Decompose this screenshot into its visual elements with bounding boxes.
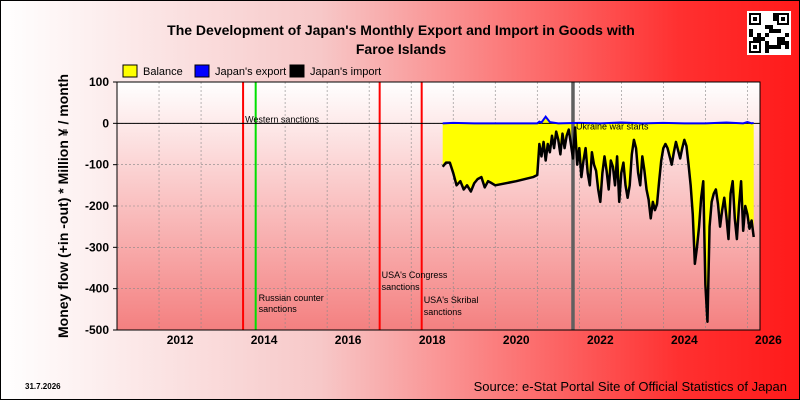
qr-module bbox=[777, 45, 781, 49]
date-stamp: 31.7.2026 bbox=[25, 382, 61, 391]
legend-label: Japan's import bbox=[310, 66, 381, 78]
y-tick-label: -500 bbox=[85, 323, 109, 337]
qr-module bbox=[781, 17, 785, 21]
qr-module bbox=[785, 45, 789, 49]
balance-area bbox=[442, 116, 754, 322]
chart-title: The Development of Japan's Monthly Expor… bbox=[1, 21, 799, 59]
y-tick-label: -300 bbox=[85, 240, 109, 254]
x-tick-label: 2016 bbox=[335, 333, 362, 347]
qr-module bbox=[773, 17, 777, 21]
qr-module bbox=[753, 45, 757, 49]
qr-module bbox=[769, 25, 773, 29]
x-tick-label: 2020 bbox=[503, 333, 530, 347]
event-annotation: USA's Congress bbox=[382, 270, 448, 280]
qr-module bbox=[777, 37, 781, 41]
qr-module bbox=[761, 37, 765, 41]
legend-swatch bbox=[122, 64, 138, 78]
qr-module bbox=[777, 41, 781, 45]
y-tick-label: 0 bbox=[102, 116, 109, 130]
chart-title-line2: Faroe Islands bbox=[355, 41, 447, 57]
qr-module bbox=[773, 45, 777, 49]
y-tick-label: 100 bbox=[89, 75, 109, 89]
qr-module bbox=[765, 25, 769, 29]
qr-module bbox=[781, 41, 785, 45]
x-tick-label: 2026 bbox=[755, 333, 782, 347]
legend-swatch bbox=[289, 64, 305, 78]
qr-module bbox=[765, 33, 769, 37]
qr-module bbox=[785, 33, 789, 37]
x-tick-label: 2024 bbox=[671, 333, 698, 347]
qr-module bbox=[773, 29, 777, 33]
qr-module bbox=[749, 33, 753, 37]
series-line-export bbox=[442, 115, 754, 125]
qr-module bbox=[777, 29, 781, 33]
y-tick-label: -100 bbox=[85, 158, 109, 172]
qr-module bbox=[765, 49, 769, 53]
source-note: Source: e-Stat Portal Site of Official S… bbox=[473, 379, 787, 394]
qr-module bbox=[749, 29, 753, 33]
x-tick-label: 2022 bbox=[587, 333, 614, 347]
event-annotation: sanctions bbox=[382, 282, 421, 292]
qr-code-icon bbox=[747, 11, 791, 55]
event-annotation: sanctions bbox=[259, 304, 298, 314]
qr-module bbox=[769, 45, 773, 49]
qr-module bbox=[781, 37, 785, 41]
event-annotation: Ukraine war starts bbox=[576, 121, 649, 131]
qr-module bbox=[765, 45, 769, 49]
qr-module bbox=[757, 33, 761, 37]
x-tick-label: 2012 bbox=[167, 333, 194, 347]
qr-module bbox=[753, 37, 757, 41]
y-tick-label: -200 bbox=[85, 199, 109, 213]
legend-swatch bbox=[194, 64, 210, 78]
y-tick-label: -400 bbox=[85, 282, 109, 296]
x-tick-label: 2014 bbox=[251, 333, 278, 347]
chart-title-line1: The Development of Japan's Monthly Expor… bbox=[167, 22, 635, 38]
qr-module bbox=[773, 13, 777, 17]
x-tick-label: 2018 bbox=[419, 333, 446, 347]
series-line-import bbox=[441, 126, 755, 323]
qr-module bbox=[753, 17, 757, 21]
y-axis-label: Money flow (+in -out) * Million ¥ / mont… bbox=[55, 73, 71, 339]
qr-module bbox=[785, 41, 789, 45]
event-annotation: Western sanctions bbox=[245, 114, 319, 124]
legend-label: Balance bbox=[143, 66, 183, 78]
event-annotation: USA's Skribal bbox=[424, 295, 479, 305]
event-annotation: Russian counter bbox=[259, 293, 324, 303]
event-annotation: sanctions bbox=[424, 307, 463, 317]
qr-module bbox=[757, 37, 761, 41]
qr-module bbox=[769, 29, 773, 33]
legend-label: Japan's export bbox=[215, 66, 286, 78]
qr-module bbox=[765, 41, 769, 45]
